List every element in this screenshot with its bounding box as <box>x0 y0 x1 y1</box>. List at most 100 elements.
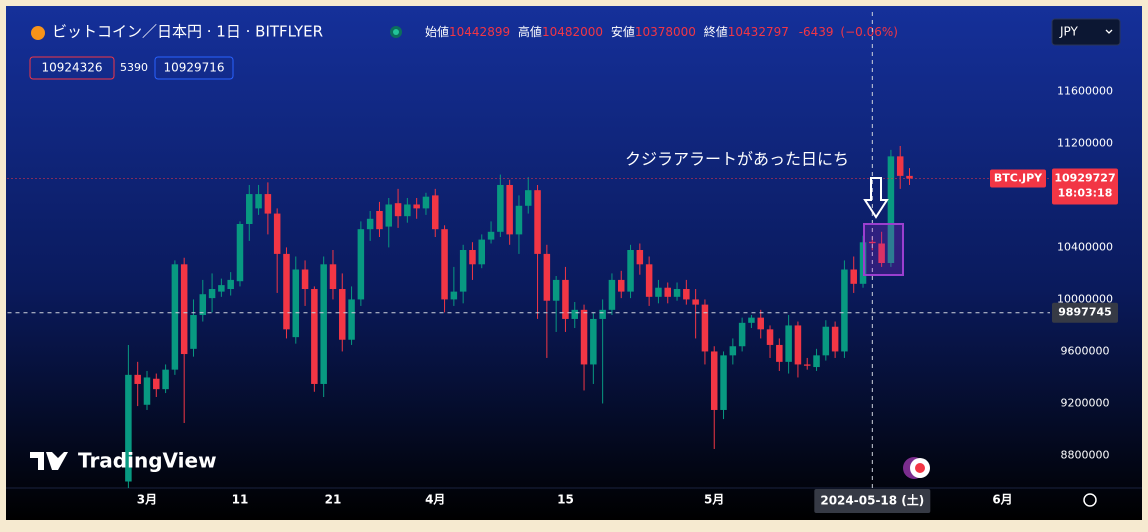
change: -6439 <box>799 25 834 39</box>
x-tick-label: 4月 <box>425 493 445 507</box>
candle-body <box>524 190 532 206</box>
candle-body <box>822 326 830 356</box>
candle-body <box>794 325 802 365</box>
candle-body <box>655 287 662 297</box>
bid[interactable]: 10924326 <box>41 61 102 75</box>
x-tick-label: 11 <box>232 493 249 507</box>
candle-body <box>590 318 597 365</box>
candle-body <box>776 344 783 362</box>
currency[interactable]: JPY <box>1059 25 1079 39</box>
candle-body <box>580 309 588 365</box>
candle-body <box>906 175 913 179</box>
candle-body <box>413 204 420 209</box>
candle-body <box>878 243 885 264</box>
dropdown-chevron[interactable] <box>1105 29 1113 34</box>
candle-body <box>683 289 690 300</box>
x-tick-label: 3月 <box>137 493 157 507</box>
candle-body <box>710 351 718 410</box>
annotation: クジラアラートがあった日にち <box>625 150 849 169</box>
candle-body <box>748 317 755 323</box>
candle-body <box>869 241 876 244</box>
candle-body <box>608 279 616 310</box>
last-price: 10929727 <box>1054 172 1115 185</box>
ask-box[interactable] <box>154 56 234 80</box>
ohlc-value: 10432797 <box>728 25 789 39</box>
ohlc-label: 高値 <box>518 24 542 39</box>
candle-body <box>432 195 439 230</box>
x-tick-label: 6月 <box>992 493 1012 507</box>
candle-body <box>292 269 300 338</box>
candle-body <box>246 194 253 224</box>
candle-body <box>636 250 644 265</box>
candle-body <box>729 346 737 356</box>
annotation-arrow <box>863 177 889 219</box>
symbol-label: BTC.JPY <box>994 172 1043 185</box>
logo-text: TradingView <box>78 449 217 473</box>
x-tick-label: 5月 <box>704 493 724 507</box>
candle-body <box>236 223 244 282</box>
replay-icon-dot[interactable] <box>915 463 925 473</box>
candle-body <box>571 309 579 319</box>
candle-body <box>692 299 699 305</box>
crosshair-price-tag <box>1052 302 1118 323</box>
candle-body <box>208 289 216 299</box>
candle-body <box>162 369 169 390</box>
candle-body <box>701 304 709 352</box>
logo-mark <box>30 452 68 470</box>
candle-body <box>562 279 569 319</box>
candle-body <box>831 326 839 352</box>
candle-body <box>329 264 337 290</box>
candle-body <box>617 279 625 292</box>
candle-body <box>896 156 904 176</box>
candle-body <box>125 374 132 482</box>
ohlc-label: 終値 <box>704 24 728 39</box>
x-tick-label: 21 <box>325 493 342 507</box>
candle-body <box>264 194 272 214</box>
y-tick-label: 9600000 <box>1061 344 1110 357</box>
y-tick-label: 11600000 <box>1057 84 1113 97</box>
change-percent: (−0.06%) <box>840 25 898 39</box>
highlight-box <box>863 223 904 276</box>
candle-body <box>311 289 318 384</box>
candle-body <box>199 294 207 316</box>
candle-body <box>366 218 374 230</box>
candle-body <box>803 364 811 366</box>
settings-icon[interactable] <box>1083 493 1097 507</box>
candle-body <box>841 269 848 352</box>
candle-body <box>459 250 467 292</box>
candle-body <box>348 299 355 340</box>
candle-body <box>143 377 151 405</box>
ask[interactable]: 10929716 <box>163 61 224 75</box>
ohlc-header: 始値10442899 高値10482000 安値10378000 終値10432… <box>425 24 898 39</box>
ohlc-value: 10378000 <box>635 25 696 39</box>
status-dot <box>393 29 399 35</box>
candle-body <box>497 184 504 232</box>
candle-body <box>404 204 411 217</box>
candle-body <box>422 196 430 209</box>
candle-body <box>469 250 476 265</box>
ohlc-value: 10442899 <box>449 25 510 39</box>
y-tick-label: 10000000 <box>1057 292 1113 305</box>
y-tick-label: 9200000 <box>1061 396 1110 409</box>
candle-body <box>766 329 774 345</box>
crosshair-date: 2024-05-18 (土) <box>820 493 924 508</box>
candle-body <box>813 355 820 368</box>
symbol-tag <box>990 169 1046 188</box>
candle-body <box>218 285 225 292</box>
candle-body <box>887 156 895 264</box>
spread: 5390 <box>120 61 148 74</box>
candle-body <box>757 317 764 330</box>
candle-body <box>515 205 523 235</box>
candle-body <box>552 279 560 301</box>
bid-box[interactable] <box>29 56 115 80</box>
crosshair-date-tag <box>814 489 931 513</box>
candle-body <box>785 325 792 362</box>
candle-body <box>255 194 262 209</box>
currency-dropdown[interactable] <box>1051 18 1121 46</box>
y-tick-label: 11200000 <box>1057 136 1113 149</box>
candle-body <box>720 355 727 410</box>
candle-body <box>394 203 402 217</box>
candle-body <box>273 213 281 254</box>
candle-body <box>385 204 393 227</box>
candle-body <box>450 291 458 300</box>
